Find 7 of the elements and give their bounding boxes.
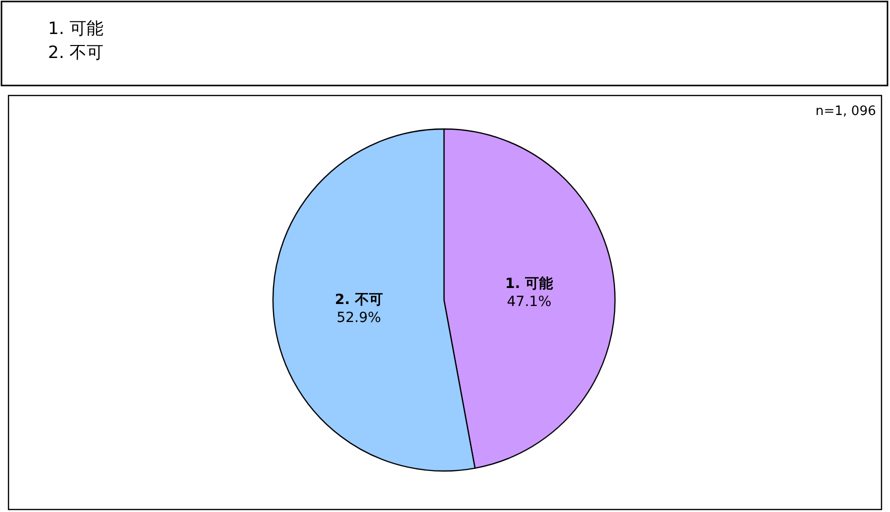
data-label: 52.9% [336,310,382,326]
slice-label: 2. 不可 [334,292,383,308]
data-label: 47.1% [506,294,552,310]
text: 2. 不可 [48,43,104,63]
slice-label: 1. 可能 [505,276,554,292]
text: 1. 可能 [48,19,104,39]
text: n=1, 096 [816,104,876,119]
